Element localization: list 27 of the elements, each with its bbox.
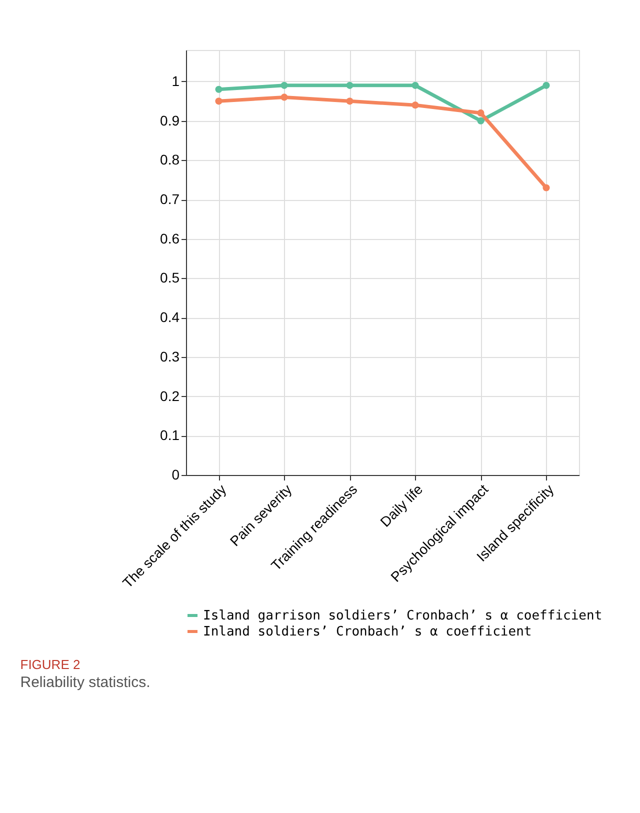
y-tick-label: 0 (172, 466, 180, 482)
y-tick-label: 0.9 (160, 112, 180, 128)
y-tick-label: 0.8 (160, 152, 180, 168)
legend-label: Island garrison soldiers’ Cronbach’ s α coefficient (203, 608, 602, 624)
point (477, 117, 484, 124)
y-tick-label: 0.7 (160, 191, 180, 208)
point (280, 94, 288, 101)
point (215, 98, 222, 105)
y-tick-label: 0.6 (160, 230, 180, 246)
point (477, 109, 484, 116)
y-tick-label: 1 (172, 72, 180, 89)
point (542, 82, 550, 89)
y-tick-label: 0.2 (160, 388, 180, 404)
y-tick-label: 0.5 (160, 270, 180, 286)
y-tick-label: 0.4 (160, 309, 180, 326)
point (280, 82, 288, 89)
point (346, 82, 354, 89)
y-tick-label: 0.1 (160, 427, 180, 444)
point (542, 184, 550, 192)
legend-label: Inland soldiers’ Cronbach’ s α coefficient (203, 624, 532, 640)
point (215, 86, 222, 93)
y-tick-label: 0.3 (160, 348, 180, 364)
point (412, 102, 419, 109)
caption: FIGURE 2 (20, 657, 80, 672)
text: Reliability statistics. (20, 674, 150, 691)
point (412, 82, 419, 89)
point (346, 98, 354, 105)
